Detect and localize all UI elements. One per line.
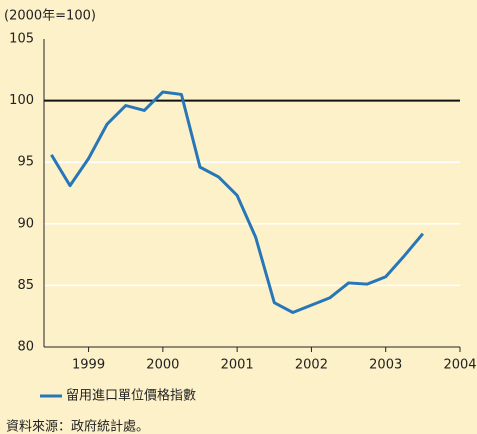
x-tick-label: 2003	[369, 358, 402, 373]
y-tick-label: 90	[17, 216, 34, 231]
y-tick-label: 80	[17, 340, 34, 355]
x-tick-label: 2002	[295, 358, 328, 373]
y-tick-label: 105	[9, 32, 34, 47]
y-tick-label: 95	[17, 155, 34, 170]
x-tick-label: 1999	[72, 358, 105, 373]
y-axis-label: (2000年=100)	[4, 9, 96, 24]
y-tick-label: 100	[9, 93, 34, 108]
x-tick-label: 2004	[443, 358, 476, 373]
data-line	[50, 90, 425, 315]
x-tick-label: 2000	[146, 358, 179, 373]
y-tick-label: 85	[17, 278, 34, 293]
x-tick-label: 2001	[221, 358, 254, 373]
legend-label: 留用進口單位價格指數	[66, 388, 196, 404]
source-note: 資料來源：政府統計處。	[6, 419, 149, 434]
